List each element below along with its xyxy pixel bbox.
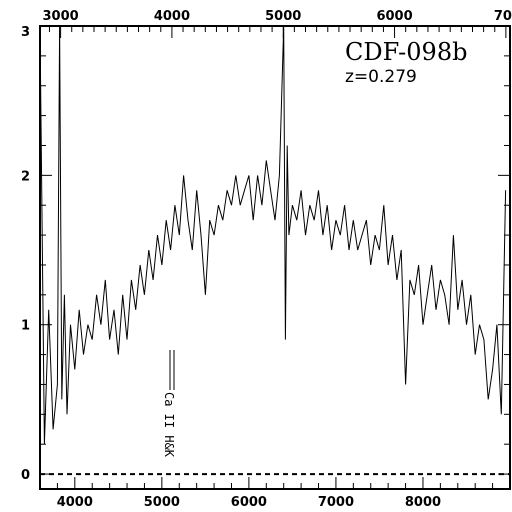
ca-ii-annotation: Ca II H&K <box>162 392 176 458</box>
top-tick-label: 7000 <box>494 9 512 24</box>
bottom-tick-label: 6000 <box>231 495 267 510</box>
bottom-tick-label: 7000 <box>318 495 354 510</box>
axis-tick-labels: 4000 5000 6000 7000 8000 3000 4000 5000 6000 7000… <box>21 9 512 510</box>
top-tick-label: 6000 <box>376 9 412 24</box>
top-tick-label: 3000 <box>43 9 79 24</box>
bottom-tick-label: 5000 <box>144 495 180 510</box>
spectrum-series-line <box>39 25 507 445</box>
top-tick-label: 4000 <box>154 9 190 24</box>
bottom-tick-label: 8000 <box>405 495 441 510</box>
y-tick-label: 0 <box>21 468 30 483</box>
y-tick-label: 1 <box>21 319 30 334</box>
axis-ticks <box>39 25 511 489</box>
plot-frame <box>39 25 511 490</box>
top-tick-label: 5000 <box>265 9 301 24</box>
object-name-label: CDF-098b <box>345 38 467 66</box>
y-tick-label: 2 <box>21 169 30 184</box>
redshift-label: z=0.279 <box>345 67 417 87</box>
plot-area <box>39 25 510 476</box>
bottom-tick-label: 4000 <box>57 495 93 510</box>
y-tick-label: 3 <box>21 25 30 40</box>
